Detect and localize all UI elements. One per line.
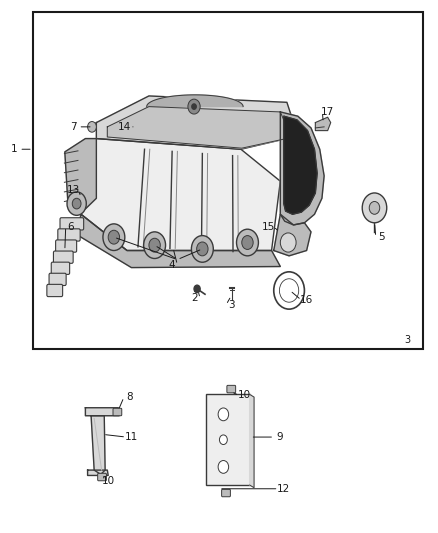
Polygon shape xyxy=(280,112,324,225)
Text: 16: 16 xyxy=(300,295,313,305)
FancyBboxPatch shape xyxy=(222,489,230,497)
Bar xyxy=(33,12,423,349)
Text: 1: 1 xyxy=(11,144,18,154)
Polygon shape xyxy=(96,96,298,149)
FancyBboxPatch shape xyxy=(60,217,84,230)
FancyBboxPatch shape xyxy=(113,408,122,416)
FancyBboxPatch shape xyxy=(227,385,236,393)
Text: 7: 7 xyxy=(70,122,77,132)
FancyBboxPatch shape xyxy=(49,273,66,286)
Circle shape xyxy=(103,224,125,251)
FancyBboxPatch shape xyxy=(47,285,63,296)
Polygon shape xyxy=(315,117,331,131)
FancyBboxPatch shape xyxy=(206,394,250,485)
Circle shape xyxy=(218,461,229,473)
Polygon shape xyxy=(274,214,311,256)
Circle shape xyxy=(280,233,296,252)
Polygon shape xyxy=(81,139,280,251)
Circle shape xyxy=(149,238,160,252)
Circle shape xyxy=(242,236,253,249)
Circle shape xyxy=(192,104,196,109)
Text: 15: 15 xyxy=(261,222,275,231)
Circle shape xyxy=(237,229,258,256)
Text: 11: 11 xyxy=(125,432,138,442)
Circle shape xyxy=(274,272,304,309)
Circle shape xyxy=(218,408,229,421)
Circle shape xyxy=(194,285,200,293)
Text: 5: 5 xyxy=(378,232,385,242)
Polygon shape xyxy=(65,139,96,209)
Circle shape xyxy=(219,435,227,445)
Text: 3: 3 xyxy=(228,300,235,310)
Polygon shape xyxy=(107,107,291,148)
Text: 14: 14 xyxy=(118,122,131,132)
Circle shape xyxy=(279,279,299,302)
Circle shape xyxy=(369,201,380,214)
Text: 8: 8 xyxy=(126,392,133,402)
Circle shape xyxy=(88,122,96,132)
FancyBboxPatch shape xyxy=(58,229,80,241)
FancyBboxPatch shape xyxy=(53,251,73,263)
Text: 4: 4 xyxy=(169,260,176,270)
Text: 10: 10 xyxy=(238,391,251,400)
Circle shape xyxy=(72,198,81,209)
Polygon shape xyxy=(91,416,105,474)
Circle shape xyxy=(108,230,120,244)
Text: 12: 12 xyxy=(277,484,290,494)
Text: 6: 6 xyxy=(67,222,74,231)
Polygon shape xyxy=(284,116,317,214)
Circle shape xyxy=(191,236,213,262)
Polygon shape xyxy=(77,214,280,268)
Text: 9: 9 xyxy=(276,432,283,442)
FancyBboxPatch shape xyxy=(56,240,77,252)
Polygon shape xyxy=(85,408,119,416)
Text: 10: 10 xyxy=(102,476,115,486)
Text: 17: 17 xyxy=(321,107,334,117)
Text: 2: 2 xyxy=(191,294,198,303)
Text: 13: 13 xyxy=(67,185,80,195)
Polygon shape xyxy=(250,394,254,488)
Text: 3: 3 xyxy=(404,335,410,345)
FancyBboxPatch shape xyxy=(51,262,70,274)
FancyBboxPatch shape xyxy=(98,473,106,481)
Circle shape xyxy=(362,193,387,223)
Polygon shape xyxy=(88,470,108,475)
Circle shape xyxy=(144,232,166,259)
Circle shape xyxy=(188,99,200,114)
Polygon shape xyxy=(147,95,243,107)
Circle shape xyxy=(67,192,86,215)
Circle shape xyxy=(197,242,208,256)
